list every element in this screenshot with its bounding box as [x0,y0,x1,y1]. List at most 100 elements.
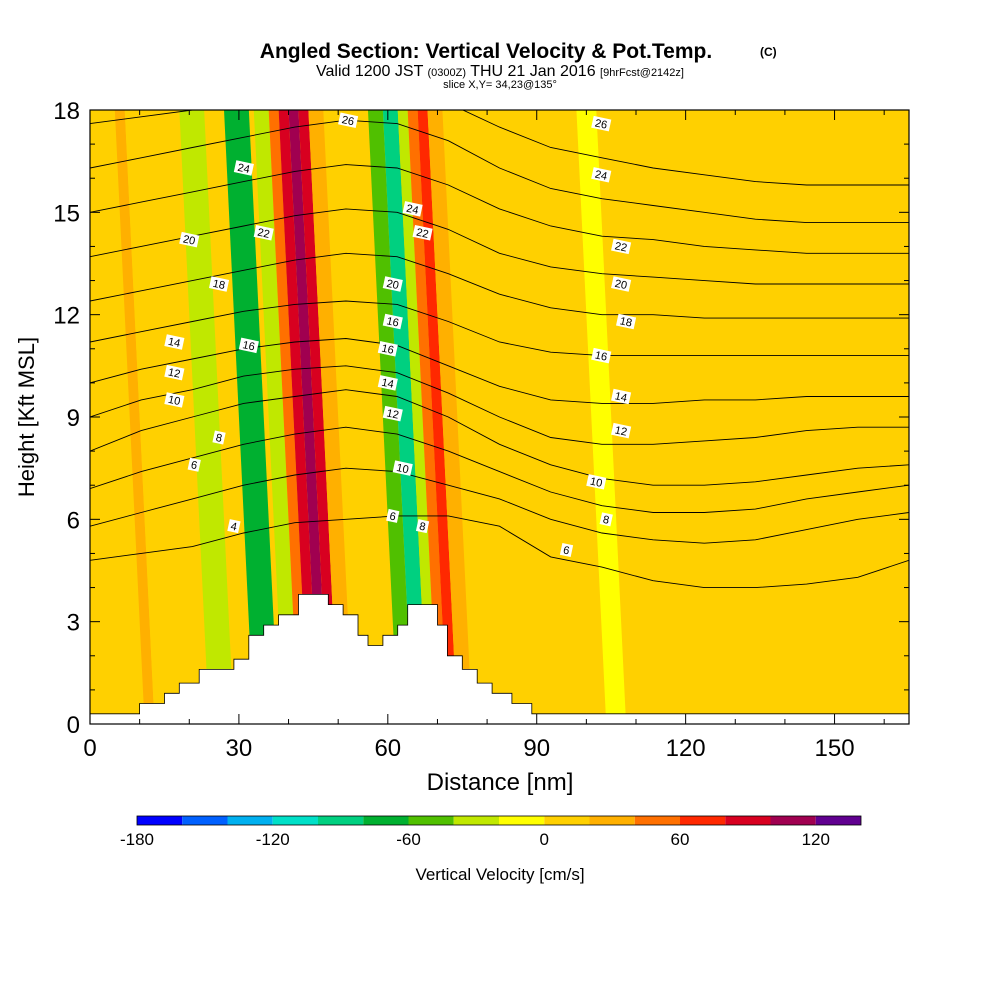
contour-label-2: 8 [212,430,226,445]
y-tick-label-2: 6 [67,507,80,534]
theta-contour-12 [90,365,909,445]
contour-label-14: 20 [382,276,403,292]
svg-text:14: 14 [380,377,394,391]
y-axis-label: Height [Kft MSL] [14,337,39,497]
colorbar-tick-3: 0 [540,830,549,849]
svg-text:8: 8 [418,521,426,534]
colorbar-swatch-10 [589,816,635,825]
contour-label-13: 22 [412,225,433,241]
velocity-band-3 [179,110,234,724]
chart-title-unit: (C) [760,45,777,59]
svg-text:26: 26 [594,117,608,131]
subtitle-date: THU 21 Jan 2016 [466,63,600,80]
velocity-band-12 [382,110,428,724]
svg-text:22: 22 [614,240,628,254]
velocity-band-21 [829,110,909,724]
x-tick-label-5: 150 [815,735,855,762]
theta-contour-8 [90,426,909,513]
theta-contour-24 [90,119,909,224]
colorbar-tick-2: -60 [396,830,421,849]
svg-text:16: 16 [594,349,608,363]
chart-subtitle: Valid 1200 JST (0300Z) THU 21 Jan 2016 [… [316,63,684,80]
svg-text:6: 6 [562,545,570,558]
colorbar-swatch-5 [363,816,409,825]
velocity-band-13 [397,110,438,724]
contour-label-4: 12 [164,364,185,381]
velocity-band-4 [224,110,279,724]
x-tick-label-1: 30 [226,735,253,762]
svg-text:10: 10 [395,462,409,476]
x-tick-label-3: 90 [523,735,550,762]
velocity-band-8 [288,110,329,724]
velocity-band-9 [298,110,339,724]
svg-text:22: 22 [256,227,270,241]
contour-label-28: 14 [611,388,632,405]
contour-label-23: 24 [591,167,612,183]
colorbar-swatch-2 [227,816,273,825]
theta-contour-6 [90,467,909,544]
svg-text:4: 4 [229,521,237,534]
contour-label-1: 6 [187,457,201,472]
contour-label-19: 10 [392,460,413,476]
theta-contour-26 [90,110,909,186]
svg-text:14: 14 [167,336,181,350]
colorbar-tick-4: 60 [671,830,690,849]
theta-contour-14 [90,338,909,404]
contour-label-29: 12 [611,422,632,439]
theta-contours [90,110,909,589]
contour-label-18: 12 [382,405,403,422]
y-tick-label-3: 9 [67,405,80,432]
svg-text:22: 22 [415,227,429,241]
contour-label-9: 22 [253,225,274,241]
contour-label-11: 26 [338,112,359,128]
contour-label-17: 14 [377,375,398,391]
colorbar-swatch-1 [182,816,228,825]
contour-label-15: 16 [382,313,403,330]
svg-text:10: 10 [167,394,181,408]
chart-title: Angled Section: Vertical Velocity & Pot.… [260,40,712,63]
contour-label-31: 8 [599,512,613,527]
svg-text:24: 24 [405,203,419,217]
colorbar-tick-0: -180 [120,830,154,849]
contour-label-6: 16 [238,337,259,353]
x-tick-label-4: 120 [666,735,706,762]
y-tick-label-4: 12 [53,303,80,330]
y-tick-label-6: 18 [53,98,80,125]
svg-text:26: 26 [341,114,355,128]
theta-contour-10 [90,389,909,486]
svg-text:8: 8 [215,432,223,445]
plot-area: 4 6 8 10 12 14 16 18 20 22 24 26 24 22 20 16 16 14 12 10 6 8 2… [90,110,909,724]
velocity-band-7 [278,110,319,724]
contour-label-20: 6 [386,508,400,523]
y-tick-label-5: 15 [53,200,80,227]
colorbar-label: Vertical Velocity [cm/s] [415,865,584,884]
velocity-band-15 [417,110,458,724]
svg-text:6: 6 [388,510,396,523]
colorbar-swatch-11 [634,816,680,825]
colorbar-swatch-15 [815,816,861,825]
svg-text:16: 16 [241,339,255,353]
theta-contour-22 [90,164,909,254]
x-tick-label-2: 60 [374,735,401,762]
svg-text:18: 18 [212,278,226,292]
y-tick-label-1: 3 [67,610,80,637]
subtitle-valid: Valid 1200 JST [316,63,427,80]
x-tick-label-0: 0 [83,735,96,762]
theta-contour-18 [90,252,909,319]
colorbar-swatch-3 [272,816,318,825]
svg-text:20: 20 [182,233,196,247]
svg-text:18: 18 [619,315,633,329]
colorbar-swatch-13 [725,816,771,825]
velocity-band-20 [755,110,835,724]
contour-label-24: 22 [611,238,632,255]
contour-label-27: 16 [591,347,612,364]
velocity-band-16 [427,110,473,724]
contour-label-25: 20 [611,276,632,292]
theta-contour-20 [90,208,909,285]
colorbar-swatch-12 [680,816,726,825]
contour-label-0: 4 [227,519,241,534]
colorbar-tick-5: 120 [802,830,830,849]
svg-text:12: 12 [167,366,181,380]
svg-text:16: 16 [380,343,394,357]
velocity-band-10 [308,110,354,724]
